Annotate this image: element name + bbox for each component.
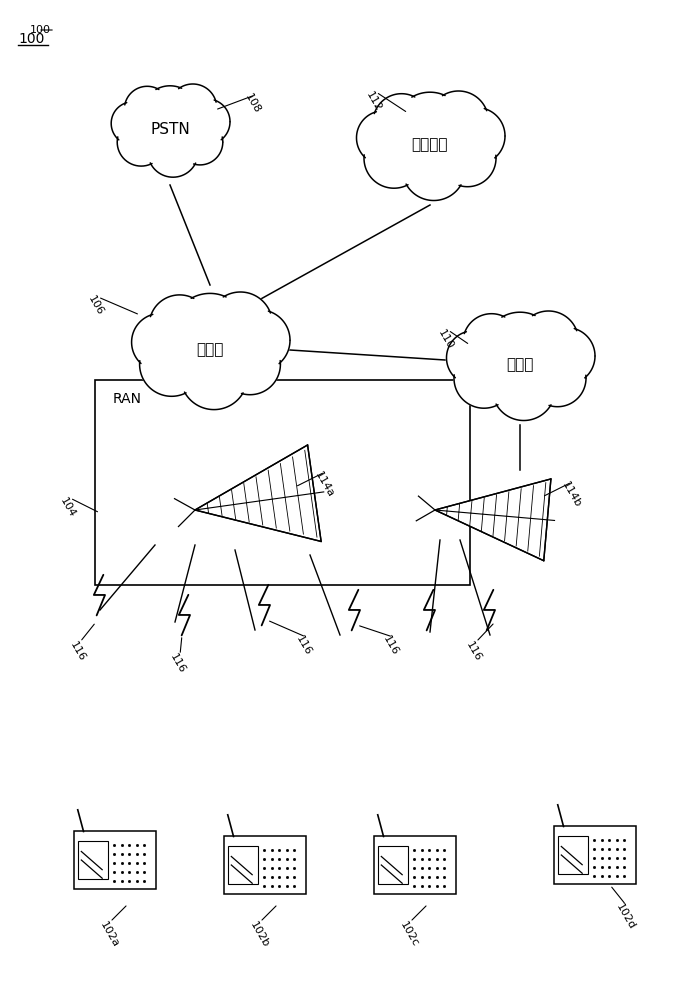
Bar xyxy=(558,836,588,874)
Text: 116: 116 xyxy=(294,635,313,658)
Circle shape xyxy=(171,293,248,370)
Text: 114b: 114b xyxy=(560,480,582,509)
Text: 102c: 102c xyxy=(398,920,420,948)
Text: 116: 116 xyxy=(381,635,400,658)
Text: 核心网: 核心网 xyxy=(196,342,224,358)
Bar xyxy=(377,846,408,884)
Circle shape xyxy=(180,342,247,410)
Polygon shape xyxy=(435,479,551,561)
Bar xyxy=(95,380,470,585)
Circle shape xyxy=(124,86,170,132)
Text: RAN: RAN xyxy=(113,392,142,406)
Circle shape xyxy=(538,328,595,384)
Circle shape xyxy=(463,314,520,371)
Circle shape xyxy=(149,295,210,356)
Circle shape xyxy=(178,119,223,165)
Circle shape xyxy=(131,313,189,371)
Circle shape xyxy=(111,102,154,145)
Bar xyxy=(554,826,636,884)
Text: 116: 116 xyxy=(68,640,87,663)
Text: 108: 108 xyxy=(243,93,262,116)
Circle shape xyxy=(402,137,466,200)
Bar xyxy=(373,836,456,894)
Circle shape xyxy=(229,310,290,371)
Circle shape xyxy=(168,84,217,132)
Circle shape xyxy=(373,94,430,151)
Circle shape xyxy=(140,332,203,396)
Bar xyxy=(78,841,108,879)
Circle shape xyxy=(147,127,199,177)
Circle shape xyxy=(439,130,496,187)
Circle shape xyxy=(185,99,230,145)
Circle shape xyxy=(356,111,410,165)
Circle shape xyxy=(484,312,556,384)
Text: 110: 110 xyxy=(435,328,455,351)
Bar xyxy=(224,836,306,894)
Text: 116: 116 xyxy=(463,640,483,663)
Text: 104: 104 xyxy=(58,495,77,519)
Circle shape xyxy=(364,128,424,188)
Circle shape xyxy=(428,91,489,151)
Text: 100: 100 xyxy=(18,32,44,46)
Circle shape xyxy=(519,311,579,371)
Text: PSTN: PSTN xyxy=(150,122,190,137)
Bar xyxy=(73,831,157,889)
Bar xyxy=(228,846,257,884)
Text: 114a: 114a xyxy=(312,470,336,499)
Circle shape xyxy=(492,358,555,420)
Circle shape xyxy=(454,348,514,408)
Text: 102a: 102a xyxy=(98,920,120,949)
Polygon shape xyxy=(195,445,321,541)
Circle shape xyxy=(529,350,586,407)
Circle shape xyxy=(394,92,466,164)
Text: 102d: 102d xyxy=(614,902,637,932)
Circle shape xyxy=(447,331,500,385)
Text: 其他网络: 其他网络 xyxy=(412,137,448,152)
Text: 因特网: 因特网 xyxy=(506,358,534,372)
Circle shape xyxy=(141,86,199,143)
Text: 106: 106 xyxy=(86,294,105,318)
Text: 116: 116 xyxy=(168,652,187,676)
Circle shape xyxy=(117,118,165,166)
Circle shape xyxy=(448,107,505,164)
Circle shape xyxy=(208,292,273,356)
Text: 102b: 102b xyxy=(247,920,271,949)
Text: 100: 100 xyxy=(30,25,51,35)
Circle shape xyxy=(219,334,280,395)
Text: 112: 112 xyxy=(363,90,383,113)
